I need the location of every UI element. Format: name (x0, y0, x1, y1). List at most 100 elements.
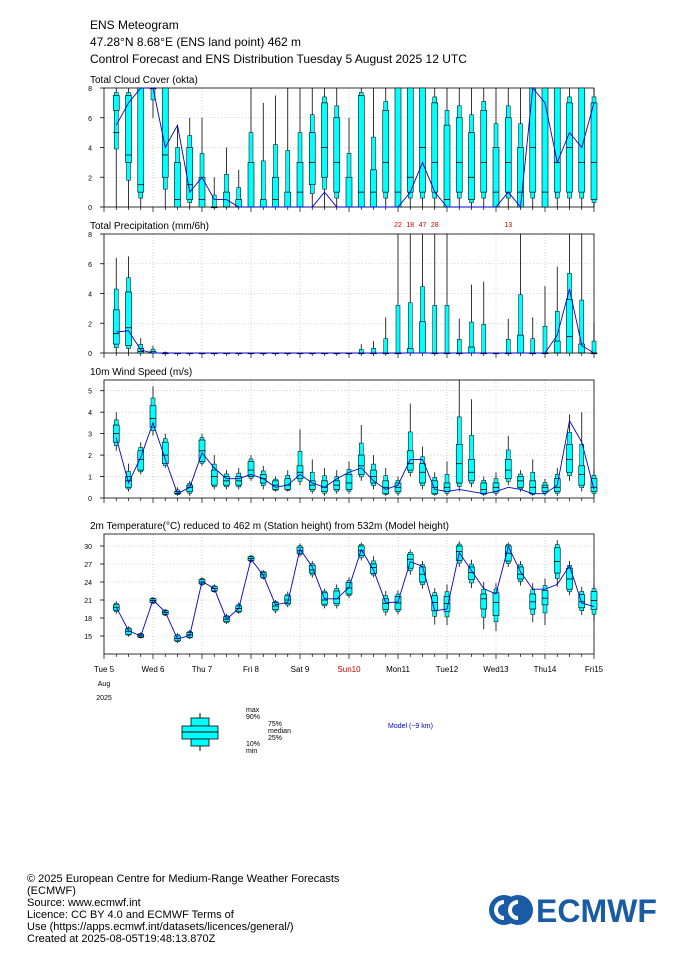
ens-box (492, 88, 500, 208)
ens-box-iqr (406, 87, 414, 193)
ens-box-upper (114, 419, 119, 426)
x-tick-label: Fri 8 (243, 665, 260, 674)
footer-line: Licence: CC BY 4.0 and ECMWF Terms of (27, 909, 234, 921)
ens-box (419, 446, 426, 490)
ens-box-iqr (566, 444, 573, 473)
ens-box (308, 561, 316, 578)
y-tick-label: 0 (88, 205, 92, 212)
ens-box (235, 169, 243, 208)
ens-box-lower (555, 572, 560, 579)
ens-box (553, 540, 561, 587)
ens-box-iqr (517, 476, 524, 488)
ens-box-iqr (517, 147, 524, 208)
ens-box (468, 284, 475, 354)
ens-box-lower (383, 191, 388, 199)
ens-box-upper (542, 482, 548, 486)
ens-box (149, 87, 157, 118)
ens-box (357, 88, 365, 208)
ens-box-upper (444, 474, 450, 484)
ens-box-iqr (370, 563, 377, 574)
ens-box-upper (285, 475, 290, 479)
ens-box (541, 578, 549, 626)
ens-box-upper (224, 174, 229, 193)
panel-title: 2m Temperature(°C) reduced to 462 m (Sta… (90, 521, 449, 532)
ens-box-upper (591, 475, 597, 479)
ens-box (149, 386, 157, 436)
ens-box-lower (322, 177, 327, 190)
ens-box-iqr (455, 117, 463, 193)
ens-box-iqr (259, 199, 267, 208)
legend-max: max (246, 707, 260, 714)
ens-box-upper (126, 471, 131, 477)
y-tick-label: 27 (84, 562, 92, 569)
ens-box (321, 88, 328, 207)
ens-box-upper (138, 447, 143, 452)
ens-box-upper (493, 478, 499, 484)
ens-box-upper (469, 114, 474, 133)
ens-box-upper (248, 132, 254, 163)
ecmwf-logo: ECMWF (489, 893, 657, 929)
ens-box-iqr (480, 482, 488, 495)
footer-line: (ECMWF) (27, 885, 76, 897)
legend-min: min (246, 748, 257, 755)
ens-box (406, 403, 414, 477)
ens-box (345, 117, 353, 208)
footer-line: © 2025 European Centre for Medium-Range … (27, 873, 340, 885)
ens-box-lower (469, 199, 474, 203)
panel-0: Total Cloud Cover (okta) 0 2 4 6 8 (88, 75, 598, 212)
x-tick-label: Sat 9 (291, 665, 310, 674)
ens-box (296, 88, 304, 208)
ens-box-lower (469, 480, 474, 484)
ens-box-upper (579, 591, 584, 595)
ens-box (455, 380, 463, 492)
y-tick-label: 4 (88, 410, 92, 417)
ens-box-iqr (174, 162, 181, 208)
ens-box (590, 584, 598, 621)
ens-box-lower (506, 478, 511, 482)
ens-box-lower (444, 611, 450, 618)
ens-box-iqr (431, 102, 439, 193)
ens-box-upper (555, 544, 560, 549)
ens-box-upper (518, 294, 523, 336)
ens-box-upper (297, 450, 303, 467)
ens-box (431, 472, 439, 496)
ens-box (431, 588, 439, 625)
ens-box-upper (114, 92, 119, 96)
ens-box-iqr (382, 598, 390, 610)
ens-box-upper (432, 477, 437, 482)
ens-box-upper (591, 340, 597, 354)
ens-box (161, 433, 169, 468)
ens-box (455, 88, 463, 207)
ens-box-lower (530, 191, 535, 199)
ens-box-iqr (394, 87, 402, 208)
ens-box (125, 88, 132, 207)
ens-box-lower (408, 469, 413, 473)
ens-box-lower (114, 110, 119, 150)
ens-box-upper (530, 338, 535, 354)
ens-box-lower (481, 608, 486, 618)
ens-box (541, 286, 549, 355)
ens-box-upper (163, 438, 168, 443)
ens-box-lower (126, 162, 131, 181)
model-line (116, 288, 595, 354)
ens-box-iqr (112, 95, 120, 111)
ens-box-iqr (492, 147, 500, 208)
ens-box-lower (555, 191, 560, 199)
ens-box-iqr (333, 117, 341, 193)
ens-box (112, 88, 120, 207)
exceed-label: 47 (419, 222, 427, 229)
ens-box (357, 344, 365, 355)
ens-box (272, 95, 279, 208)
ens-box (529, 317, 537, 355)
ens-box-upper (199, 437, 205, 441)
ens-box (590, 323, 598, 355)
ens-box-upper (469, 435, 474, 460)
x-tick-label: Tue 5 (94, 665, 115, 674)
y-tick-label: 2 (88, 453, 92, 460)
ens-box-iqr (149, 405, 157, 428)
exceed-label: 28 (431, 222, 439, 229)
ens-box (529, 459, 537, 496)
y-tick-label: 18 (84, 616, 92, 623)
ens-box-upper (273, 144, 278, 178)
ens-box (370, 455, 377, 490)
